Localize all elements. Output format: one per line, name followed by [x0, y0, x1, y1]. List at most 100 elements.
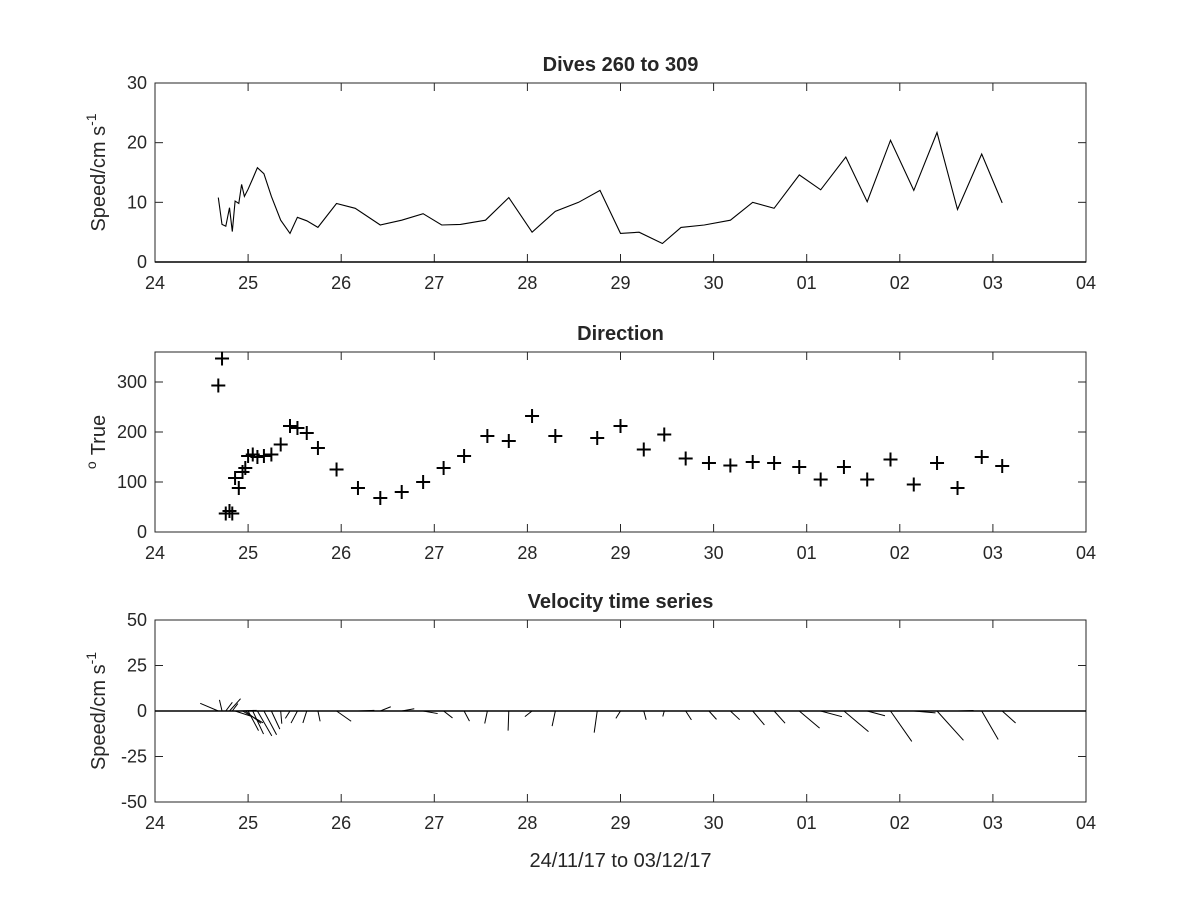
- direction-point: [222, 504, 237, 518]
- direction-xtick-label: 30: [704, 543, 724, 563]
- velocity-stick: [773, 710, 786, 724]
- velocity-stick: [380, 706, 391, 712]
- speed-ytick-label: 0: [137, 252, 147, 272]
- direction-point: [211, 378, 226, 393]
- direction-point: [678, 451, 693, 466]
- velocity-ylabel-text: Speed/cm s: [88, 664, 110, 770]
- direction-point: [416, 475, 431, 489]
- direction-point: [525, 409, 540, 423]
- velocity-stick: [357, 709, 375, 712]
- direction-point: [457, 449, 472, 463]
- velocity-stick: [662, 710, 665, 717]
- direction-xtick-label: 03: [983, 543, 1003, 563]
- direction-point: [813, 472, 828, 487]
- direction-point: [883, 452, 898, 467]
- speed-ylabel: Speed/cm s-1: [83, 113, 110, 231]
- direction-point: [860, 472, 875, 487]
- speed-xtick-label: 01: [797, 273, 817, 293]
- velocity-ytick-label: 0: [137, 701, 147, 721]
- velocity-ylabel-sup: -1: [83, 652, 99, 665]
- direction-point: [701, 456, 716, 470]
- velocity-stick: [484, 710, 488, 724]
- speed-xtick-label: 28: [517, 273, 537, 293]
- velocity-stick: [229, 698, 241, 712]
- velocity-stick: [843, 710, 869, 732]
- velocity-stick: [443, 710, 453, 719]
- velocity-xtick-label: 25: [238, 813, 258, 833]
- velocity-stick: [218, 699, 223, 712]
- direction-point: [290, 421, 305, 435]
- velocity-stick: [752, 710, 765, 726]
- direction-point: [228, 471, 243, 485]
- speed-ylabel-sup: -1: [83, 113, 99, 126]
- velocity-stick: [643, 710, 647, 720]
- direction-point: [299, 426, 314, 440]
- direction-point: [792, 460, 807, 474]
- speed-xtick-label: 25: [238, 273, 258, 293]
- velocity-stick: [280, 710, 283, 724]
- direction-xticks: 24 25 26 27 28 29 30 01 02 03 04: [145, 352, 1096, 563]
- velocity-xtick-label: 03: [983, 813, 1003, 833]
- velocity-xtick-label: 01: [797, 813, 817, 833]
- direction-point: [548, 429, 563, 443]
- velocity-xlabel: 24/11/17 to 03/12/17: [529, 850, 711, 872]
- speed-xtick-label: 30: [704, 273, 724, 293]
- speed-ytick-label: 20: [127, 133, 147, 153]
- velocity-stick: [1001, 710, 1016, 724]
- direction-xtick-label: 01: [797, 543, 817, 563]
- velocity-stick: [730, 710, 741, 721]
- direction-point: [930, 456, 945, 470]
- speed-ytick-label: 10: [127, 192, 147, 212]
- velocity-stick: [200, 702, 219, 712]
- velocity-stick: [290, 710, 298, 724]
- velocity-xtick-label: 29: [610, 813, 630, 833]
- direction-point: [215, 351, 230, 366]
- direction-point: [350, 481, 365, 495]
- velocity-xtick-label: 30: [704, 813, 724, 833]
- velocity-stick: [913, 710, 936, 714]
- direction-xtick-label: 26: [331, 543, 351, 563]
- velocity-xtick-label: 02: [890, 813, 910, 833]
- direction-point: [995, 459, 1010, 473]
- velocity-panel: Velocity time series Speed/cm s-1 24/11/…: [83, 591, 1096, 872]
- velocity-stick: [238, 709, 257, 712]
- velocity-stick: [524, 710, 533, 717]
- velocity-stick: [708, 710, 717, 720]
- speed-ylabel-text: Speed/cm s: [88, 126, 110, 232]
- direction-point: [767, 456, 782, 470]
- velocity-xtick-label: 27: [424, 813, 444, 833]
- speed-xtick-label: 29: [610, 273, 630, 293]
- velocity-stick: [593, 710, 598, 733]
- direction-ylabel: o True: [83, 415, 110, 469]
- velocity-ytick-label: 25: [127, 656, 147, 676]
- direction-point: [613, 419, 628, 433]
- velocity-stick: [463, 710, 470, 722]
- velocity-xtick-label: 24: [145, 813, 165, 833]
- speed-xtick-label: 03: [983, 273, 1003, 293]
- direction-ytick-label: 0: [137, 522, 147, 542]
- velocity-stick: [225, 701, 233, 712]
- velocity-stick: [685, 710, 692, 721]
- speed-xtick-label: 04: [1076, 273, 1096, 293]
- direction-point: [657, 427, 672, 442]
- direction-point: [906, 477, 921, 492]
- direction-point: [436, 461, 451, 475]
- direction-point: [273, 437, 288, 452]
- velocity-series: [155, 698, 1086, 742]
- velocity-stick: [336, 710, 352, 722]
- direction-yticks: 0 100 200 300: [117, 372, 1086, 542]
- speed-series: [155, 130, 1086, 263]
- direction-xtick-label: 04: [1076, 543, 1096, 563]
- speed-xtick-label: 02: [890, 273, 910, 293]
- direction-point: [238, 461, 253, 475]
- direction-point: [256, 449, 271, 463]
- direction-ylabel-sup: o: [83, 461, 99, 469]
- velocity-stick: [284, 710, 291, 719]
- speed-title: Dives 260 to 309: [543, 54, 699, 76]
- velocity-stick: [317, 710, 321, 722]
- velocity-ylabel: Speed/cm s-1: [83, 652, 110, 770]
- direction-ylabel-text: True: [88, 415, 110, 455]
- direction-point: [974, 450, 989, 464]
- velocity-xtick-label: 28: [517, 813, 537, 833]
